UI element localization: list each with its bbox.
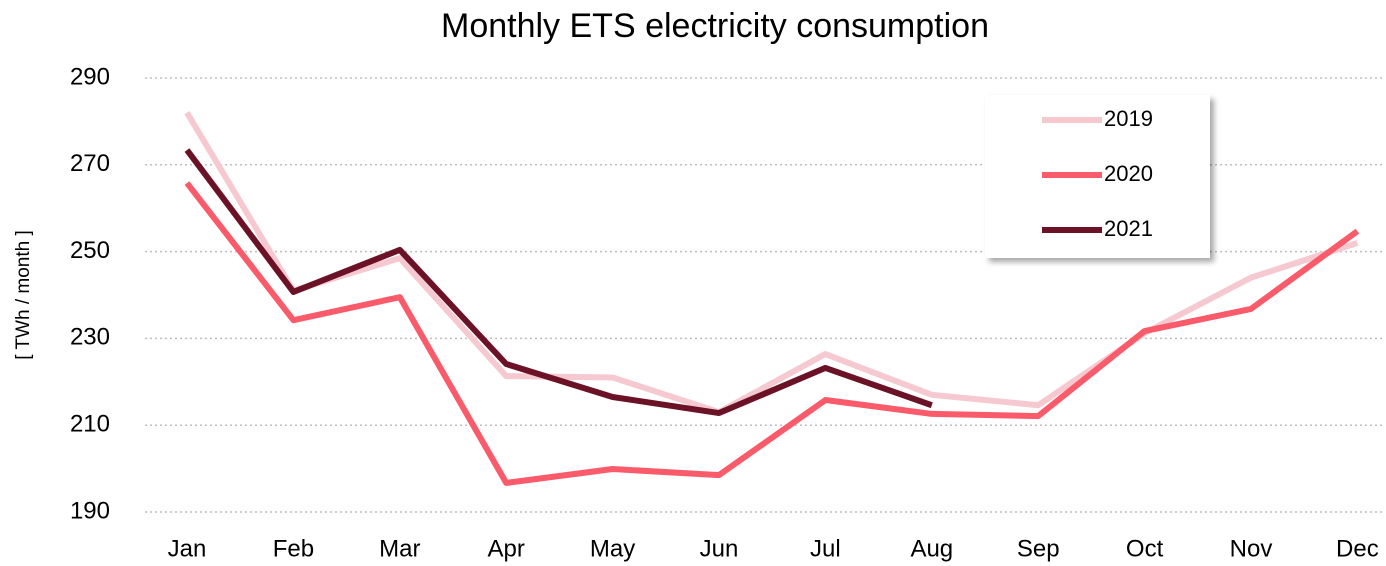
x-tick-label: Aug — [910, 535, 953, 562]
y-axis-label: [ TWh / month ] — [13, 230, 34, 360]
legend-label: 2021 — [1104, 216, 1153, 241]
y-tick-label: 210 — [70, 411, 110, 438]
x-tick-label: Feb — [273, 535, 314, 562]
x-tick-label: Apr — [488, 535, 525, 562]
x-tick-label: Sep — [1017, 535, 1060, 562]
x-tick-label: Jan — [168, 535, 207, 562]
legend-label: 2019 — [1104, 106, 1153, 131]
series-line — [184, 148, 933, 417]
legend-label: 2020 — [1104, 161, 1153, 186]
x-tick-label: Mar — [379, 535, 420, 562]
series-line — [184, 111, 1359, 416]
y-tick-label: 270 — [70, 150, 110, 177]
series-line — [184, 181, 1360, 486]
y-tick-label: 290 — [70, 63, 110, 90]
x-tick-label: Jul — [810, 535, 841, 562]
y-tick-label: 190 — [70, 497, 110, 524]
x-tick-label: Jun — [700, 535, 739, 562]
y-tick-label: 250 — [70, 237, 110, 264]
y-tick-label: 230 — [70, 324, 110, 351]
x-tick-label: Oct — [1126, 535, 1164, 562]
legend: 2019 2020 2021 — [985, 95, 1210, 258]
x-tick-label: Dec — [1336, 535, 1379, 562]
chart-title: Monthly ETS electricity consumption — [441, 7, 989, 45]
x-tick-label: May — [590, 535, 635, 562]
x-tick-label: Nov — [1230, 535, 1273, 562]
